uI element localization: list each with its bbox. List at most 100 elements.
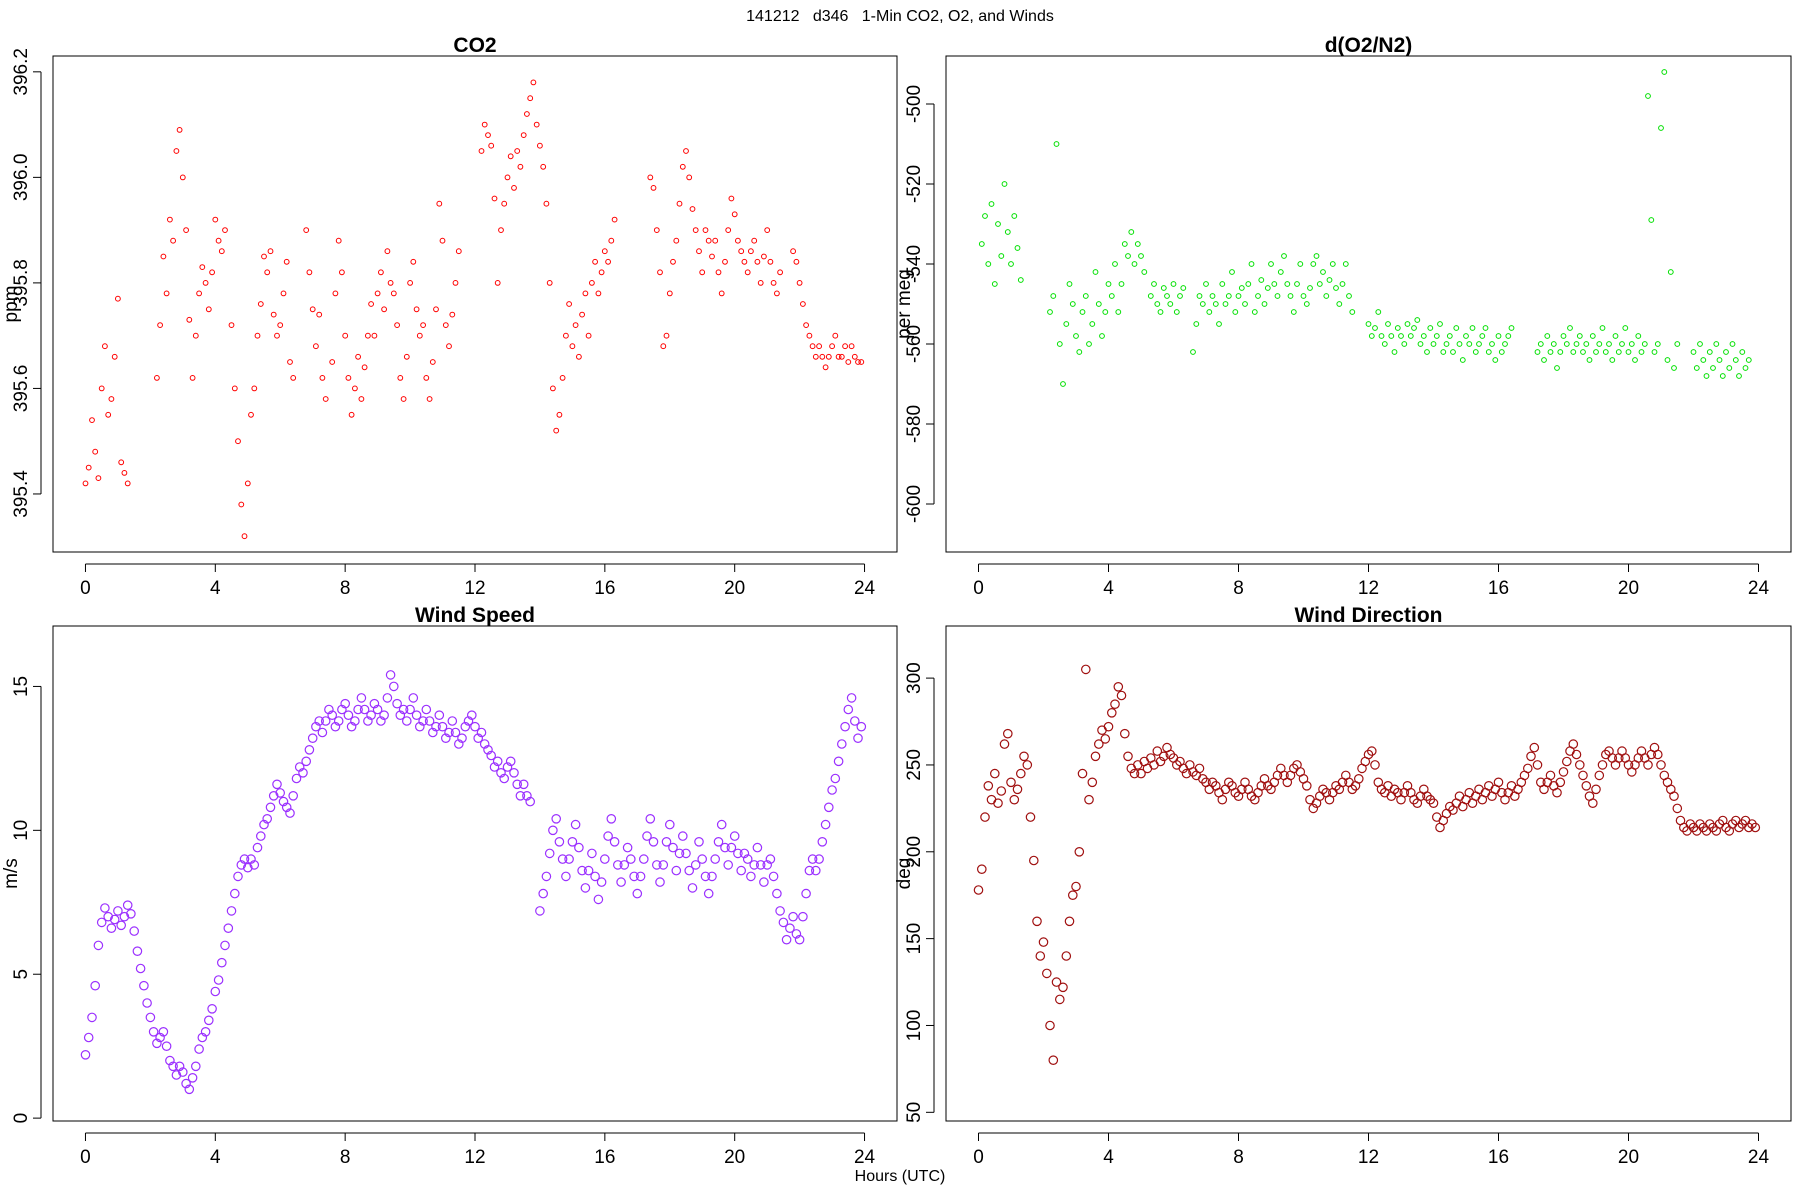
chart-co2-x-tick-label: 16 [594, 578, 615, 599]
chart-wind-speed-x-tick-label: 12 [464, 1147, 485, 1168]
chart-co2-point [806, 332, 813, 339]
chart-co2-point [800, 301, 806, 307]
chart-wind-speed-point [285, 808, 295, 818]
chart-wind-speed-point [437, 721, 448, 732]
chart-wind-speed-point [557, 854, 568, 864]
chart-co2-point [589, 280, 595, 286]
chart-co2-point [196, 290, 203, 297]
chart-d-o2-n2-point [978, 241, 985, 247]
chart-wind-speed-point [538, 888, 548, 899]
chart-d-o2-n2-point [1060, 381, 1066, 387]
chart-wind-direction-point [1064, 916, 1075, 927]
chart-d-o2-n2-point [1008, 261, 1014, 267]
chart-wind-speed-point [742, 854, 753, 864]
chart-co2-point [576, 353, 582, 360]
chart-wind-direction-point [1347, 784, 1358, 795]
chart-wind-speed-point [570, 819, 581, 830]
chart-co2-point [290, 375, 297, 381]
chart-wind-speed-point [580, 883, 591, 893]
chart-wind-direction-point [1354, 773, 1364, 784]
chart-wind-direction-point [1532, 760, 1543, 770]
chart-d-o2-n2-point [1557, 349, 1564, 355]
chart-wind-direction-point [1087, 777, 1098, 788]
chart-co2-y-tick-label: 395.8 [11, 259, 32, 307]
chart-wind-speed-point [486, 750, 496, 761]
chart-wind-direction-point [1597, 760, 1608, 770]
chart-d-o2-n2-point [1479, 333, 1486, 339]
chart-d-o2-n2-point [1261, 301, 1268, 307]
chart-d-o2-n2-point [1310, 261, 1317, 267]
chart-wind-speed-x-tick-label: 4 [210, 1147, 221, 1168]
chart-wind-speed-point [677, 831, 688, 841]
chart-co2-point [504, 174, 511, 181]
chart-wind-speed-point [810, 865, 821, 876]
chart-co2-point [653, 227, 660, 234]
chart-wind-speed-point [512, 779, 522, 790]
chart-wind-speed-point [291, 773, 302, 784]
chart-wind-speed-point [320, 716, 331, 726]
chart-wind-speed-point [294, 762, 305, 772]
chart-co2-point [248, 411, 254, 418]
chart-co2-point [303, 227, 310, 234]
chart-co2-point [715, 269, 722, 276]
chart-wind-direction-point [1643, 760, 1653, 770]
chart-d-o2-n2-point [1573, 341, 1580, 347]
chart-co2-point [433, 306, 439, 313]
chart-d-o2-n2-point [1398, 333, 1404, 339]
chart-co2-points [82, 79, 865, 540]
chart-d-o2-n2-point [1277, 269, 1284, 275]
chart-co2-point [764, 227, 771, 234]
chart-wind-speed-point [184, 1084, 195, 1095]
chart-d-o2-n2-point [1443, 341, 1450, 347]
chart-d-o2-n2-point [1466, 341, 1473, 347]
chart-co2-point [261, 253, 267, 260]
chart-wind-speed-point [447, 716, 458, 726]
chart-co2-point [517, 163, 524, 170]
chart-wind-direction-point [1685, 819, 1696, 829]
chart-wind-direction-y-tick-label: 200 [904, 836, 925, 868]
chart-wind-speed-x-tick-label: 24 [854, 1147, 876, 1168]
chart-d-o2-n2-point [1424, 349, 1430, 355]
chart-wind-speed-point [249, 860, 260, 870]
chart-d-o2-n2-point [1580, 349, 1586, 355]
chart-co2-point [647, 174, 654, 181]
chart-d-o2-n2-point [1014, 245, 1021, 251]
chart-wind-speed-point [609, 836, 620, 847]
chart-d-o2-n2-point [1645, 93, 1651, 99]
chart-wind-speed-point [765, 854, 776, 864]
chart-co2-point [585, 332, 592, 339]
chart-d-o2-n2-point [1193, 321, 1200, 327]
chart-wind-speed-point [518, 779, 529, 790]
chart-d-o2-n2-point [1498, 349, 1505, 355]
chart-co2-point [657, 269, 663, 276]
chart-wind-speed-point [535, 906, 545, 916]
chart-d-o2-n2-point [1632, 357, 1638, 363]
chart-wind-speed-point [746, 871, 756, 882]
chart-wind-direction-point [1116, 690, 1127, 701]
chart-wind-direction-x-tick-label: 12 [1358, 1147, 1379, 1168]
chart-d-o2-n2-point [1583, 341, 1590, 347]
chart-wind-speed-y-tick-label: 10 [11, 820, 32, 841]
figure-title: 141212 d346 1-Min CO2, O2, and Winds [746, 8, 1054, 25]
chart-wind-speed-point [645, 813, 656, 824]
chart-d-o2-n2-point [1134, 241, 1141, 247]
chart-wind-speed-point [684, 865, 694, 876]
chart-wind-speed-point [476, 727, 487, 738]
chart-co2-point [676, 200, 683, 207]
chart-co2-point [731, 211, 738, 218]
chart-wind-direction-point [973, 885, 984, 895]
chart-d-o2-n2-x-tick-label: 16 [1488, 578, 1509, 599]
chart-co2-point [822, 364, 829, 371]
chart-d-o2-n2-point [1063, 321, 1070, 327]
chart-wind-speed-point [246, 854, 256, 864]
chart-co2-point [189, 375, 196, 381]
chart-wind-direction-point [996, 786, 1007, 796]
chart-d-o2-n2-point [1264, 285, 1271, 291]
chart-co2-point [400, 396, 407, 402]
chart-co2-point [238, 501, 245, 508]
chart-d-o2-n2-point [1446, 333, 1453, 339]
chart-d-o2-n2-point [1368, 333, 1375, 339]
chart-d-o2-n2-point [1154, 301, 1161, 307]
chart-wind-speed-point [726, 842, 737, 853]
chart-d-o2-n2-plot-frame [945, 55, 1792, 553]
